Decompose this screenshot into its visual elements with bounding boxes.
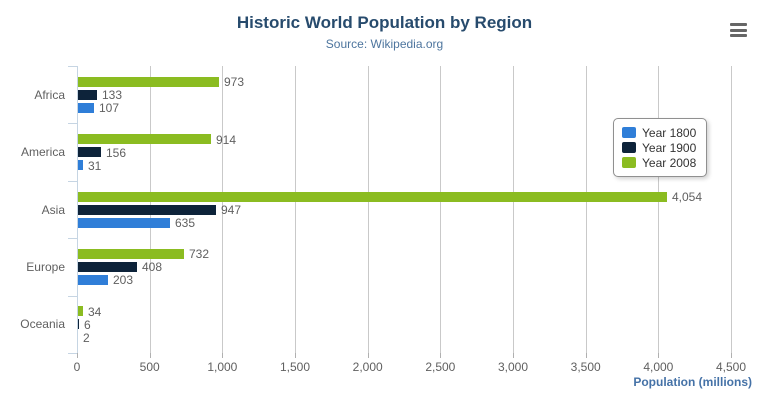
x-axis-tick <box>585 353 587 358</box>
x-axis-tick-label: 3,500 <box>570 360 601 374</box>
x-axis-tick-label: 4,000 <box>643 360 674 374</box>
x-axis-tick-label: 2,000 <box>352 360 383 374</box>
bar-year-1900[interactable] <box>78 147 101 158</box>
bar-year-2008[interactable] <box>78 191 667 202</box>
x-axis-tick <box>658 353 660 358</box>
x-axis-tick-label: 1,500 <box>279 360 311 374</box>
category-label: America <box>20 145 65 160</box>
data-label: 34 <box>88 304 102 319</box>
data-label: 635 <box>175 216 196 230</box>
x-axis-tick-label: 0 <box>73 360 81 374</box>
legend-item-year-1900[interactable]: Year 1900 <box>622 140 696 155</box>
legend-item-year-2008[interactable]: Year 2008 <box>622 155 696 170</box>
bar-year-1900[interactable] <box>78 261 137 272</box>
bar-year-1800[interactable] <box>78 217 170 228</box>
gridline <box>295 66 296 353</box>
data-label: 133 <box>102 88 123 103</box>
category-axis-tick <box>68 66 77 67</box>
gridline <box>513 66 514 353</box>
data-label: 973 <box>224 75 245 90</box>
x-axis-tick <box>513 353 514 358</box>
gridline <box>440 66 442 353</box>
data-label: 914 <box>216 132 237 147</box>
category-label: Oceania <box>20 317 65 332</box>
bar-year-1800[interactable] <box>78 160 83 171</box>
category-axis-tick <box>68 123 77 125</box>
x-axis-tick <box>77 353 78 358</box>
category-axis-line <box>77 66 78 353</box>
data-label: 947 <box>221 203 242 217</box>
data-label: 6 <box>84 317 91 332</box>
legend-label: Year 1900 <box>642 140 697 155</box>
category-label: Africa <box>34 87 65 102</box>
x-axis-tick <box>731 353 732 358</box>
bar-year-1800[interactable] <box>78 274 108 285</box>
bar-year-1800[interactable] <box>78 102 94 113</box>
chart-subtitle: Source: Wikipedia.org <box>325 37 444 51</box>
legend-swatch <box>622 142 636 153</box>
data-label: 2 <box>83 330 90 345</box>
x-axis-tick-label: 500 <box>139 360 160 374</box>
x-axis-tick <box>440 353 442 358</box>
x-axis-tick <box>367 353 369 358</box>
legend-swatch <box>622 127 636 138</box>
x-axis-tick <box>295 353 296 358</box>
category-axis-tick <box>68 295 77 297</box>
x-axis-tick-label: 3,000 <box>497 360 529 374</box>
bar-year-1900[interactable] <box>78 89 97 100</box>
x-axis-tick-label: 1,000 <box>207 360 238 374</box>
data-label: 732 <box>189 247 210 262</box>
hamburger-menu-icon[interactable] <box>730 23 747 37</box>
bar-year-2008[interactable] <box>78 134 211 145</box>
bar-year-2008[interactable] <box>78 248 184 259</box>
category-axis-tick <box>68 238 77 240</box>
legend: Year 1800 Year 1900 Year 2008 <box>613 118 708 177</box>
bar-year-2008[interactable] <box>78 306 83 317</box>
x-axis-title: Population (millions) <box>633 375 752 389</box>
legend-label: Year 2008 <box>642 155 697 170</box>
gridline <box>658 66 660 353</box>
bar-year-1900[interactable] <box>78 319 79 330</box>
x-axis-tick-label: 2,500 <box>425 360 456 374</box>
data-label: 107 <box>99 101 120 116</box>
legend-label: Year 1800 <box>642 125 697 140</box>
category-label: Europe <box>26 259 65 274</box>
category-axis-tick <box>68 180 77 182</box>
data-label: 156 <box>106 145 127 160</box>
x-axis-tick <box>149 353 151 358</box>
data-label: 203 <box>113 273 134 288</box>
data-label: 4,054 <box>672 190 703 204</box>
gridline <box>222 66 224 353</box>
data-label: 408 <box>142 260 163 275</box>
bar-year-2008[interactable] <box>78 76 219 87</box>
x-axis-tick-label: 4,500 <box>715 360 747 374</box>
legend-item-year-1800[interactable]: Year 1800 <box>622 125 696 140</box>
bar-year-1900[interactable] <box>78 204 216 215</box>
gridline <box>367 66 369 353</box>
gridline <box>731 66 732 353</box>
legend-swatch <box>622 157 636 168</box>
category-label: Asia <box>41 202 65 217</box>
chart-title: Historic World Population by Region <box>236 13 533 32</box>
category-axis-tick <box>68 353 77 354</box>
data-label: 31 <box>88 158 102 173</box>
gridline <box>585 66 587 353</box>
x-axis-tick <box>222 353 224 358</box>
